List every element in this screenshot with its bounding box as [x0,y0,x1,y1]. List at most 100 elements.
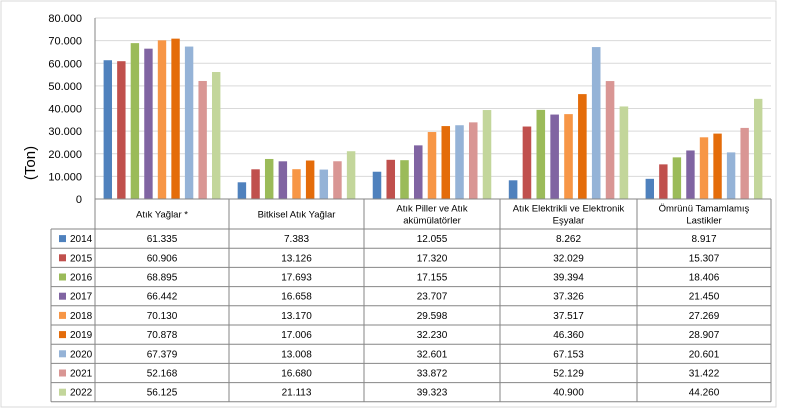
data-label: 44.260 [689,388,720,399]
bar [591,47,601,199]
data-label: 20.601 [689,349,720,360]
bar [508,180,518,199]
category-label: Eşyalar [553,216,585,227]
category-label: Atık Elektrikli ve Elektronik [513,204,625,215]
data-label: 31.422 [689,369,720,380]
y-tick-label: 0 [76,194,82,206]
data-label: 40.900 [553,388,584,399]
category-label: akümülatörler [403,216,461,227]
gridlines [94,17,771,199]
data-label: 60.906 [147,253,178,264]
bar [754,98,763,199]
series-name: 2019 [70,330,93,341]
bar [713,133,722,199]
y-axis-label: (Ton) [22,146,39,180]
y-tick-label: 30.000 [48,126,82,138]
y-tick-label: 80.000 [48,13,82,25]
legend-key [59,311,66,319]
bar [455,125,464,199]
bar [536,109,546,199]
data-label: 37.517 [553,311,584,322]
data-label: 32.029 [553,253,584,264]
bar [605,81,615,199]
data-label: 27.269 [689,311,720,322]
data-label: 52.168 [147,369,178,380]
bar [184,46,194,200]
category-label: Atık Yağlar * [136,210,188,221]
bar [212,72,221,199]
y-tick-label: 10.000 [48,171,82,183]
data-label: 66.442 [147,292,178,303]
bar [699,137,709,199]
data-label: 52.129 [553,369,584,380]
bar [251,169,260,199]
bar [319,169,329,199]
data-table: Atık Yağlar * Bitkisel Atık Yağlar Atık Pi… [50,198,772,403]
data-label: 17.320 [417,253,448,264]
bar [144,48,153,199]
data-label: 28.907 [689,330,720,341]
category-label: Atık Piller ve Atık [396,204,468,215]
data-label: 70.130 [147,311,178,322]
series-name: 2021 [70,369,93,380]
data-label: 13.126 [281,253,312,264]
chart-border [0,0,777,408]
data-label: 32.601 [417,349,448,360]
bar [386,159,396,199]
bar [686,150,695,199]
bars [103,38,763,200]
data-label: 67.379 [147,349,178,360]
bar [482,110,492,199]
bar [171,38,180,199]
bar [346,151,356,199]
legend-key [59,388,66,396]
bar [726,152,736,199]
y-tick-label: 40.000 [48,104,82,116]
data-label: 39.323 [417,388,448,399]
bar [427,132,437,199]
series-name: 2014 [70,234,93,245]
bar [441,126,451,199]
data-label: 39.394 [553,273,584,284]
bar [292,169,301,199]
data-label: 23.707 [417,292,448,303]
data-label: 18.406 [689,273,720,284]
data-label: 68.895 [147,273,178,284]
data-label: 12.055 [417,234,448,245]
data-label: 21.113 [282,388,312,399]
data-label: 56.125 [147,388,178,399]
legend-key [59,369,66,377]
legend-key [59,273,66,281]
bar [400,160,409,199]
data-label: 37.326 [553,292,584,303]
category-label: Bitkisel Atık Yağlar [258,210,336,221]
data-label: 17.155 [417,273,448,284]
legend-key [59,350,66,358]
bar [157,40,167,199]
bar [278,161,288,199]
data-label: 29.598 [417,311,448,322]
data-label: 15.307 [689,253,720,264]
series-name: 2017 [70,292,93,303]
category-label: Lastikler [686,216,721,227]
legend-key [59,235,66,243]
bar [413,145,423,199]
bar [578,94,587,199]
series-name: 2022 [70,388,93,399]
legend-key [59,254,66,262]
y-tick-labels: 0 10.000 20.000 30.000 40.000 50.000 60.000 70.… [48,13,82,206]
data-label: 8.262 [556,234,581,245]
bar [740,127,749,199]
bar [372,171,382,199]
bar [659,164,668,199]
bar [198,80,207,199]
bar [130,43,140,199]
data-label: 17.693 [281,273,312,284]
data-label: 46.360 [553,330,584,341]
bar [672,157,682,199]
data-label: 13.170 [281,311,312,322]
y-tick-label: 50.000 [48,81,82,93]
y-tick-label: 60.000 [48,58,82,70]
bar [103,60,112,200]
data-label: 67.153 [553,349,584,360]
